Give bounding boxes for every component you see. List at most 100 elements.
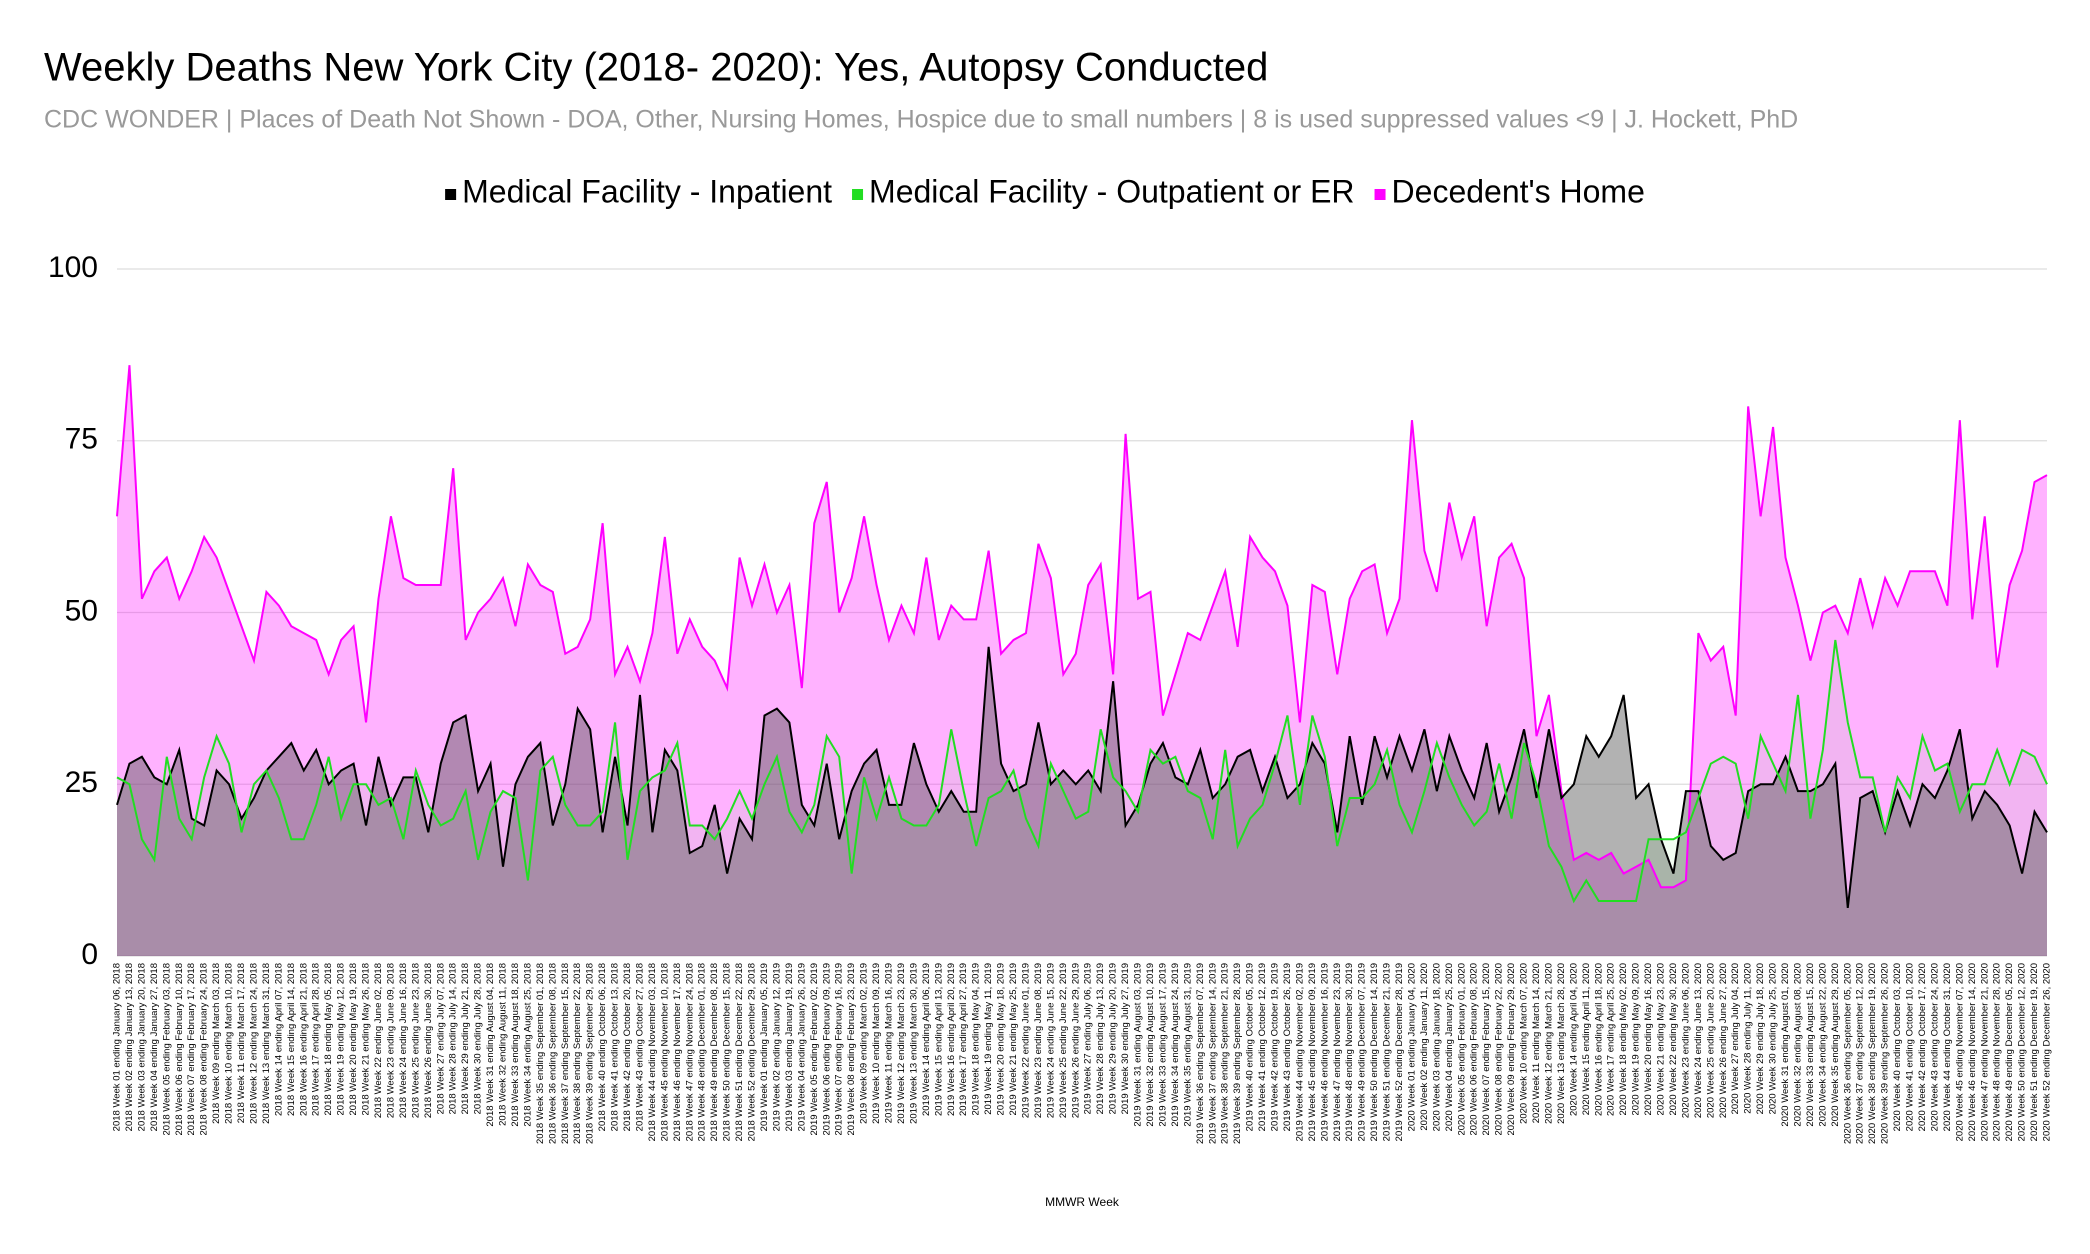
x-tick-label: 2018 Week 30 ending July 28, 2018 [473, 963, 484, 1114]
x-tick-label: 2018 Week 06 ending February 10, 2018 [174, 963, 185, 1136]
x-tick-label: 2020 Week 27 ending July 04, 2020 [1730, 963, 1741, 1114]
x-tick-label: 2018 Week 33 ending August 18, 2018 [510, 963, 521, 1127]
x-tick-label: 2019 Week 49 ending December 07, 2019 [1357, 963, 1368, 1141]
x-tick-label: 2019 Week 39 ending September 28, 2019 [1232, 963, 1243, 1144]
x-tick-label: 2018 Week 02 ending January 13, 2018 [124, 963, 135, 1131]
x-tick-label: 2019 Week 04 ending January 26, 2019 [796, 963, 807, 1131]
legend-label: Decedent's Home [1392, 173, 1645, 209]
x-tick-label: 2020 Week 46 ending November 14, 2020 [1967, 963, 1978, 1141]
legend-marker [445, 189, 457, 200]
x-tick-label: 2019 Week 32 ending August 10, 2019 [1145, 963, 1156, 1127]
x-tick-label: 2020 Week 12 ending March 21, 2020 [1543, 963, 1554, 1124]
x-tick-label: 2019 Week 50 ending December 14, 2019 [1369, 963, 1380, 1141]
x-tick-label: 2019 Week 16 ending April 20, 2019 [946, 963, 957, 1116]
x-tick-label: 2018 Week 14 ending April 07, 2018 [273, 963, 284, 1116]
x-tick-label: 2019 Week 05 ending February 02, 2019 [809, 963, 820, 1136]
x-tick-label: 2020 Week 38 ending September 19, 2020 [1867, 963, 1878, 1144]
x-tick-label: 2019 Week 13 ending March 30, 2019 [908, 963, 919, 1124]
x-tick-label: 2018 Week 41 ending October 13, 2018 [610, 963, 621, 1131]
x-tick-label: 2018 Week 52 ending December 29, 2018 [747, 963, 758, 1141]
x-tick-label: 2019 Week 40 ending October 05, 2019 [1245, 963, 1256, 1131]
x-tick-label: 2018 Week 39 ending September 29, 2018 [585, 963, 596, 1144]
x-tick-label: 2019 Week 07 ending February 16, 2019 [834, 963, 845, 1136]
x-tick-label: 2018 Week 16 ending April 21, 2018 [298, 963, 309, 1116]
x-tick-label: 2020 Week 04 ending January 25, 2020 [1444, 963, 1455, 1131]
x-axis-label: MMWR Week [1045, 1195, 1120, 1209]
x-tick-label: 2019 Week 25 ending June 22, 2019 [1058, 963, 1069, 1118]
x-tick-label: 2020 Week 18 ending May 02, 2020 [1618, 963, 1629, 1115]
y-tick-label: 25 [65, 766, 98, 799]
x-tick-label: 2018 Week 38 ending September 22, 2018 [572, 963, 583, 1144]
legend-label: Medical Facility - Outpatient or ER [869, 173, 1355, 209]
x-tick-label: 2018 Week 43 ending October 27, 2018 [634, 963, 645, 1131]
x-tick-label: 2018 Week 19 ending May 12, 2018 [336, 963, 347, 1115]
x-tick-label: 2019 Week 27 ending July 06, 2019 [1083, 963, 1094, 1114]
x-tick-label: 2019 Week 01 ending January 05, 2019 [759, 963, 770, 1131]
x-tick-label: 2020 Week 28 ending July 11, 2020 [1743, 963, 1754, 1114]
x-tick-label: 2019 Week 37 ending September 14, 2019 [1207, 963, 1218, 1144]
x-tick-label: 2019 Week 20 ending May 18, 2019 [996, 963, 1007, 1115]
x-tick-label: 2019 Week 03 ending January 19, 2019 [784, 963, 795, 1131]
x-tick-label: 2019 Week 21 ending May 25, 2019 [1008, 963, 1019, 1115]
x-tick-label: 2020 Week 09 ending February 29, 2020 [1506, 963, 1517, 1136]
x-tick-label: 2020 Week 11 ending March 14, 2020 [1531, 963, 1542, 1123]
x-tick-label: 2019 Week 30 ending July 27, 2019 [1120, 963, 1131, 1114]
x-tick-label: 2019 Week 28 ending July 13, 2019 [1095, 963, 1106, 1114]
x-tick-label: 2020 Week 15 ending April 11, 2020 [1581, 963, 1592, 1115]
x-tick-label: 2018 Week 21 ending May 26, 2018 [361, 963, 372, 1115]
x-tick-label: 2019 Week 34 ending August 24, 2019 [1170, 963, 1181, 1127]
x-tick-label: 2018 Week 46 ending November 17, 2018 [672, 963, 683, 1141]
x-tick-label: 2019 Week 24 ending June 15, 2019 [1045, 963, 1056, 1118]
x-tick-label: 2019 Week 06 ending February 09, 2019 [821, 963, 832, 1136]
x-tick-label: 2020 Week 14 ending April 04, 2020 [1568, 963, 1579, 1116]
x-tick-label: 2020 Week 02 ending January 11, 2020 [1419, 963, 1430, 1131]
x-tick-label: 2019 Week 36 ending September 07, 2019 [1195, 963, 1206, 1144]
x-tick-label: 2018 Week 10 ending March 10, 2018 [224, 963, 235, 1124]
x-tick-label: 2018 Week 05 ending February 03, 2018 [161, 963, 172, 1136]
x-tick-label: 2020 Week 30 ending July 25, 2020 [1768, 963, 1779, 1114]
x-tick-label: 2019 Week 51 ending December 21, 2019 [1382, 963, 1393, 1141]
x-tick-label: 2019 Week 18 ending May 04, 2019 [971, 963, 982, 1115]
y-tick-label: 0 [81, 938, 98, 971]
x-tick-label: 2020 Week 26 ending June 27, 2020 [1718, 963, 1729, 1118]
x-tick-label: 2020 Week 06 ending February 08, 2020 [1469, 963, 1480, 1136]
x-tick-label: 2020 Week 05 ending February 01, 2020 [1456, 963, 1467, 1136]
x-tick-label: 2020 Week 17 ending April 25, 2020 [1606, 963, 1617, 1116]
series-line [116, 365, 2048, 889]
x-tick-label: 2018 Week 09 ending March 03, 2018 [211, 963, 222, 1124]
x-tick-label: 2020 Week 10 ending March 07, 2020 [1519, 963, 1530, 1124]
x-tick-label: 2020 Week 24 ending June 13, 2020 [1693, 963, 1704, 1118]
x-tick-label: 2020 Week 36 ending September 05, 2020 [1842, 963, 1853, 1144]
x-tick-label: 2019 Week 14 ending April 06, 2019 [921, 963, 932, 1116]
x-tick-label: 2019 Week 33 ending August 17, 2019 [1157, 963, 1168, 1127]
x-tick-label: 2018 Week 47 ending November 24, 2018 [684, 963, 695, 1141]
x-tick-label: 2018 Week 18 ending May 05, 2018 [323, 963, 334, 1115]
x-tick-label: 2020 Week 13 ending March 28, 2020 [1556, 963, 1567, 1124]
x-tick-label: 2019 Week 23 ending June 08, 2019 [1033, 963, 1044, 1118]
x-tick-label: 2020 Week 08 ending February 22, 2020 [1494, 963, 1505, 1136]
x-tick-label: 2020 Week 45 ending November 07, 2020 [1954, 963, 1965, 1141]
x-tick-label: 2018 Week 17 ending April 28, 2018 [311, 963, 322, 1116]
x-tick-label: 2018 Week 51 ending December 22, 2018 [734, 963, 745, 1141]
x-tick-label: 2018 Week 50 ending December 15, 2018 [722, 963, 733, 1141]
x-tick-label: 2018 Week 13 ending March 31, 2018 [261, 963, 272, 1124]
x-tick-label: 2018 Week 11 ending March 17, 2018 [236, 963, 247, 1123]
x-tick-label: 2019 Week 45 ending November 09, 2019 [1307, 963, 1318, 1141]
x-tick-label: 2018 Week 48 ending December 01, 2018 [697, 963, 708, 1141]
x-tick-label: 2020 Week 33 ending August 15, 2020 [1805, 963, 1816, 1127]
x-tick-label: 2018 Week 12 ending March 24, 2018 [248, 963, 259, 1124]
x-tick-label: 2019 Week 44 ending November 02, 2019 [1294, 963, 1305, 1141]
x-tick-label: 2018 Week 26 ending June 30, 2018 [423, 963, 434, 1118]
x-tick-label: 2019 Week 41 ending October 12, 2019 [1257, 963, 1268, 1131]
x-tick-label: 2018 Week 03 ending January 20, 2018 [136, 963, 147, 1131]
x-tick-label: 2019 Week 10 ending March 09, 2019 [871, 963, 882, 1124]
area-fill [117, 646, 2047, 956]
x-tick-label: 2019 Week 12 ending March 23, 2019 [896, 963, 907, 1124]
x-tick-label: 2018 Week 31 ending August 04, 2018 [485, 963, 496, 1127]
x-tick-label: 2018 Week 37 ending September 15, 2018 [560, 963, 571, 1144]
x-tick-label: 2018 Week 01 ending January 06, 2018 [112, 963, 123, 1131]
x-tick-label: 2018 Week 28 ending July 14, 2018 [448, 963, 459, 1114]
x-tick-label: 2020 Week 07 ending February 15, 2020 [1481, 963, 1492, 1136]
x-tick-label: 2020 Week 16 ending April 18, 2020 [1593, 963, 1604, 1116]
